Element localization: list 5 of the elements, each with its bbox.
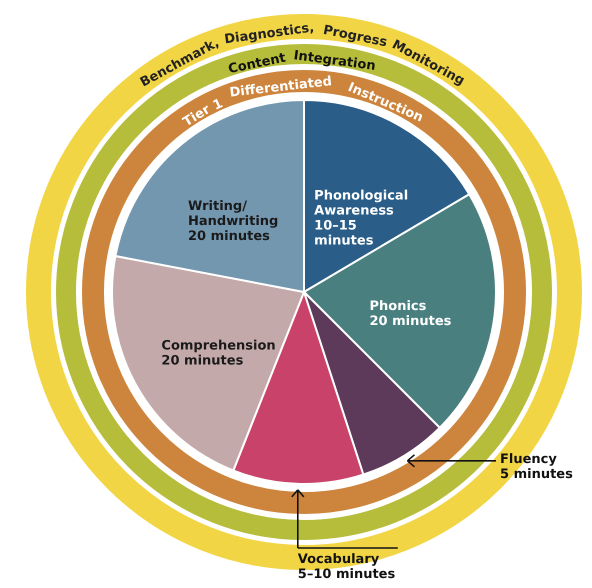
slice-label: Writing/ Handwriting 20 minutes: [188, 199, 278, 244]
slice-label: Comprehension 20 minutes: [161, 338, 276, 369]
slice-label: Phonological Awareness 10–15 minutes: [314, 188, 408, 248]
slice-label: Vocabulary 5–10 minutes: [298, 552, 396, 582]
slice-label: Phonics 20 minutes: [369, 298, 452, 329]
